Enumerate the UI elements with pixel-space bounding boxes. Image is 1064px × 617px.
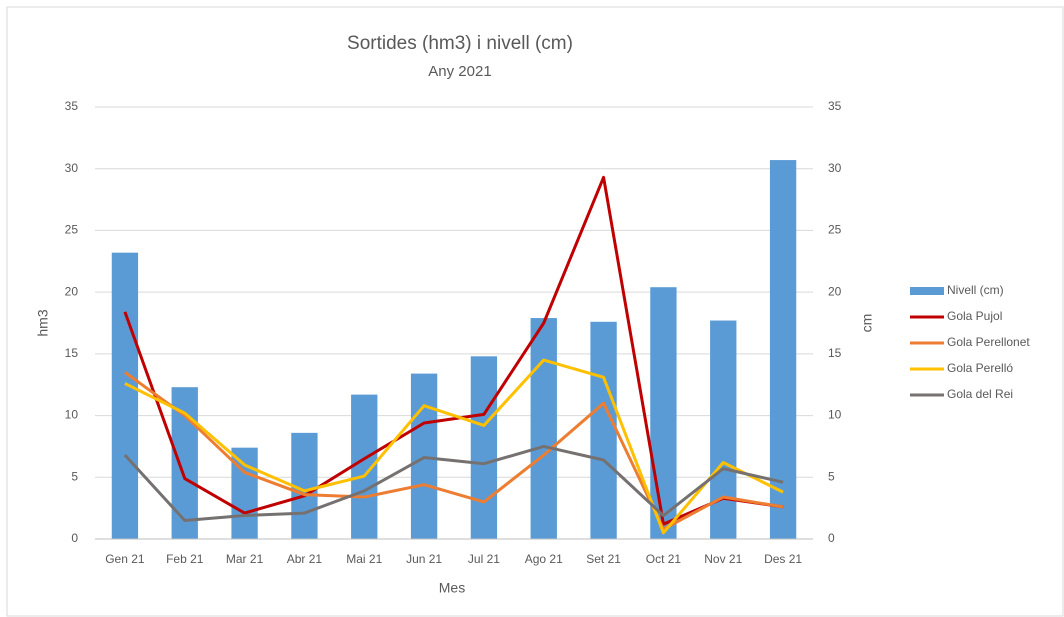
x-tick-label: Feb 21 bbox=[166, 552, 204, 566]
x-axis-title: Mes bbox=[439, 580, 465, 596]
x-tick-label: Jul 21 bbox=[468, 552, 500, 566]
y2-tick-label: 30 bbox=[828, 161, 842, 175]
x-tick-label: Des 21 bbox=[764, 552, 802, 566]
y2-tick-label: 35 bbox=[828, 99, 842, 113]
line bbox=[124, 358, 784, 535]
y-tick-label: 0 bbox=[71, 531, 78, 545]
y-tick-label: 15 bbox=[65, 346, 79, 360]
bar bbox=[231, 447, 258, 539]
x-tick-label: Mar 21 bbox=[226, 552, 264, 566]
y2-tick-label: 0 bbox=[828, 531, 835, 545]
bar bbox=[530, 318, 557, 539]
chart-subtitle: Any 2021 bbox=[428, 63, 491, 80]
bar bbox=[710, 320, 737, 539]
x-tick-label: Mai 21 bbox=[346, 552, 382, 566]
y-tick-label: 35 bbox=[65, 99, 79, 113]
y-tick-label: 10 bbox=[65, 408, 79, 422]
y2-tick-label: 5 bbox=[828, 469, 835, 483]
y2-tick-label: 25 bbox=[828, 223, 842, 237]
bar bbox=[470, 356, 498, 539]
legend-label: Gola Perellonet bbox=[947, 335, 1030, 349]
legend-label: Gola Pujol bbox=[947, 309, 1002, 323]
legend-swatch bbox=[910, 287, 944, 295]
legend-label: Gola Perelló bbox=[947, 361, 1013, 375]
y-tick-label: 30 bbox=[65, 161, 79, 175]
y-tick-label: 20 bbox=[65, 284, 79, 298]
bar bbox=[650, 287, 677, 539]
legend-label: Gola del Rei bbox=[947, 387, 1013, 401]
bar bbox=[590, 321, 617, 539]
line bbox=[124, 371, 784, 531]
y2-tick-label: 20 bbox=[828, 284, 842, 298]
bar bbox=[769, 160, 797, 539]
x-tick-label: Oct 21 bbox=[646, 552, 682, 566]
x-tick-label: Nov 21 bbox=[704, 552, 742, 566]
x-tick-label: Abr 21 bbox=[287, 552, 323, 566]
y2-tick-label: 15 bbox=[828, 346, 842, 360]
y-tick-label: 5 bbox=[71, 469, 78, 483]
y2-axis-title: cm bbox=[859, 314, 875, 333]
legend-label: Nivell (cm) bbox=[947, 283, 1004, 297]
x-tick-label: Set 21 bbox=[586, 552, 621, 566]
x-tick-label: Gen 21 bbox=[105, 552, 145, 566]
chart-title: Sortides (hm3) i nivell (cm) bbox=[347, 33, 573, 54]
y-tick-label: 25 bbox=[65, 223, 79, 237]
y2-tick-label: 10 bbox=[828, 408, 842, 422]
x-tick-label: Jun 21 bbox=[406, 552, 442, 566]
y-axis-title: hm3 bbox=[35, 309, 51, 336]
x-tick-label: Ago 21 bbox=[525, 552, 563, 566]
line bbox=[123, 444, 784, 522]
bar bbox=[111, 252, 139, 539]
